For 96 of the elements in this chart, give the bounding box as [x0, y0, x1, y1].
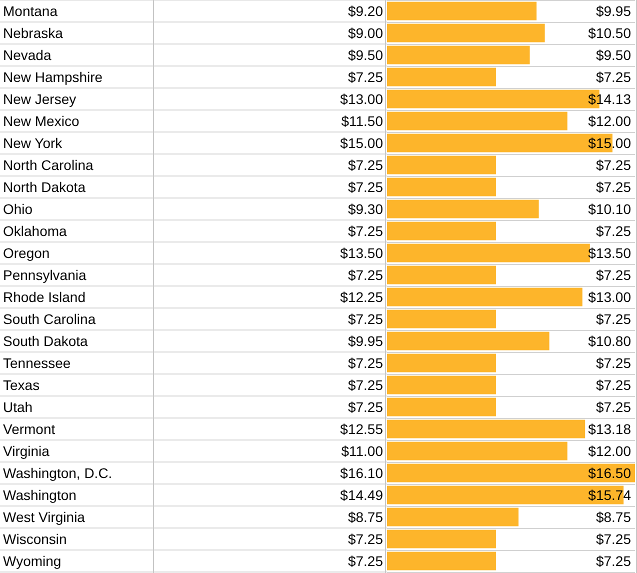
y-tick-label: Texas [3, 377, 40, 393]
y-tick-label: North Carolina [3, 157, 94, 173]
text: $9.20 [348, 3, 384, 19]
bar [387, 24, 545, 42]
y-tick-label: Oregon [3, 245, 50, 261]
bar [387, 68, 496, 86]
y-tick-label: South Carolina [3, 311, 96, 327]
bar [387, 112, 568, 130]
data-label: $9.95 [596, 3, 632, 19]
data-label: $7.25 [596, 355, 632, 371]
data-label: $7.25 [596, 311, 632, 327]
text: $15.00 [340, 135, 384, 151]
data-label: $7.25 [596, 553, 632, 569]
bar [387, 530, 496, 548]
y-tick-label: South Dakota [3, 333, 88, 349]
data-label: $7.25 [596, 267, 632, 283]
y-tick-label: Utah [3, 399, 33, 415]
data-label: $10.50 [588, 25, 632, 41]
text: $7.25 [348, 531, 384, 547]
y-tick-label: Vermont [3, 421, 56, 437]
text: $7.25 [348, 311, 384, 327]
y-tick-label: Virginia [3, 443, 50, 459]
y-tick-label: New York [3, 135, 64, 151]
data-label: $7.25 [596, 399, 632, 415]
text: $12.25 [340, 289, 384, 305]
data-label: $12.00 [588, 113, 632, 129]
data-label: $10.80 [588, 333, 632, 349]
bar [387, 266, 496, 284]
text: $9.95 [348, 333, 384, 349]
data-label: $7.25 [596, 179, 632, 195]
text: $11.50 [341, 113, 384, 129]
y-tick-label: Pennsylvania [3, 267, 86, 283]
bar [387, 178, 496, 196]
text: $8.75 [348, 509, 384, 525]
bar [387, 420, 586, 438]
y-tick-label: New Jersey [3, 91, 76, 107]
bar [387, 508, 519, 526]
text: $7.25 [348, 399, 384, 415]
y-tick-label: Rhode Island [3, 289, 86, 305]
bar [387, 200, 539, 218]
y-tick-label: Montana [3, 3, 58, 19]
data-label: $7.25 [596, 223, 632, 239]
y-tick-label: Wisconsin [3, 531, 67, 547]
text: $14.49 [340, 487, 384, 503]
y-tick-label: Nevada [3, 47, 52, 63]
bar [387, 354, 496, 372]
bar [387, 552, 496, 570]
bar [387, 288, 582, 306]
data-label: $7.25 [596, 157, 632, 173]
bar [387, 222, 496, 240]
bar [387, 376, 496, 394]
text: $9.30 [348, 201, 384, 217]
y-tick-label: New Mexico [3, 113, 80, 129]
y-tick-label: Nebraska [3, 25, 64, 41]
data-label: $8.75 [596, 509, 632, 525]
y-tick-label: Wyoming [3, 553, 62, 569]
data-label: $7.25 [596, 531, 632, 547]
text: $7.25 [348, 553, 384, 569]
y-tick-label: North Dakota [3, 179, 86, 195]
data-label: $9.50 [596, 47, 632, 63]
text: $12.55 [340, 421, 384, 437]
bar [387, 398, 496, 416]
bar [387, 244, 590, 262]
text: $16.10 [340, 465, 384, 481]
text: $9.00 [348, 25, 384, 41]
y-tick-label: Washington [3, 487, 76, 503]
data-label: $7.25 [596, 377, 632, 393]
data-label: $13.18 [588, 421, 632, 437]
bar [387, 442, 568, 460]
bar [387, 156, 496, 174]
text: $7.25 [348, 223, 384, 239]
text: $7.25 [348, 69, 384, 85]
data-label: $12.00 [588, 443, 632, 459]
text: $7.25 [348, 179, 384, 195]
text: $7.25 [348, 355, 384, 371]
text: $7.25 [348, 157, 384, 173]
bar [387, 46, 530, 64]
y-tick-label: New Hampshire [3, 69, 103, 85]
y-tick-label: Tennessee [3, 355, 71, 371]
y-tick-label: Oklahoma [3, 223, 68, 239]
y-tick-label: Ohio [3, 201, 33, 217]
y-tick-label: Washington, D.C. [3, 465, 112, 481]
data-label: $7.25 [596, 69, 632, 85]
bar [387, 332, 550, 350]
data-label: $16.50 [588, 465, 632, 481]
text: $7.25 [348, 267, 384, 283]
data-label: $10.10 [588, 201, 632, 217]
text: $13.00 [340, 91, 384, 107]
text: $7.25 [348, 377, 384, 393]
bar [387, 310, 496, 328]
text: $11.00 [341, 443, 384, 459]
data-label: $13.00 [588, 289, 632, 305]
text: $13.50 [340, 245, 384, 261]
text: $9.50 [348, 47, 384, 63]
bar [387, 2, 537, 20]
y-tick-label: West Virginia [3, 509, 86, 525]
